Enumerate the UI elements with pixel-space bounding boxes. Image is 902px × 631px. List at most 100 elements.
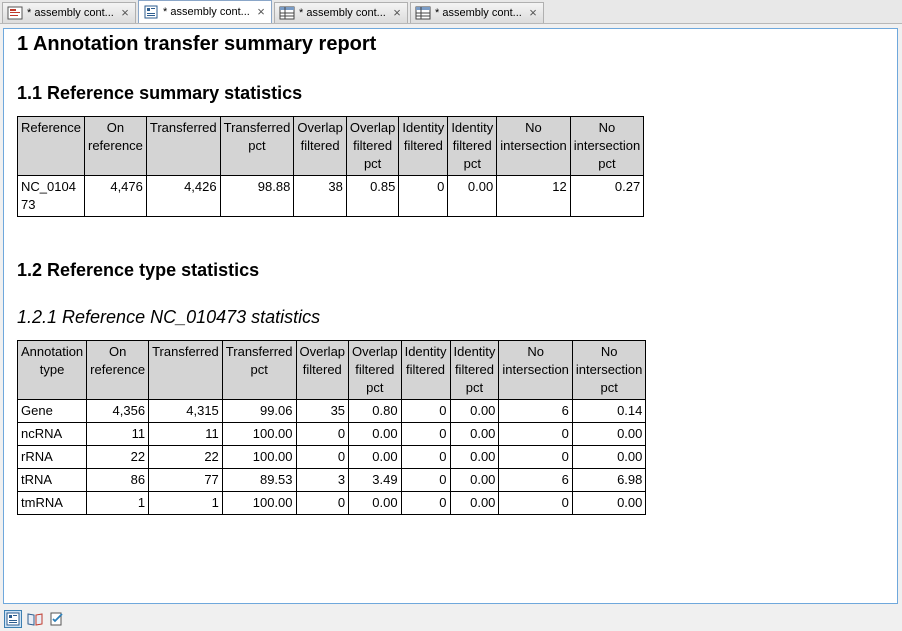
table-cell: 4,426 [145, 175, 221, 217]
table-icon [415, 6, 431, 20]
reference-summary-table: Reference On reference Transferred Transfer… [17, 116, 645, 217]
column-header: Transferred [145, 116, 221, 176]
table-row: Gene 4,356 4,315 99.06 35 0.80 0 0.00 6 0.14 [16, 399, 647, 423]
table-cell: 0.00 [571, 445, 647, 469]
tab-assembly-table-1[interactable]: * assembly cont... × [274, 2, 408, 23]
table-row: tRNA 86 77 89.53 3 3.49 0 0.00 6 6.98 [16, 468, 647, 492]
table-row: rRNA 22 22 100.00 0 0.00 0 0.00 0 0.00 [16, 445, 647, 469]
table-cell: 0.00 [449, 445, 500, 469]
column-header: Annotation type [16, 340, 88, 400]
reference-type-table: Annotation type On reference Transferred Tr… [16, 340, 647, 515]
report-view-icon[interactable] [4, 609, 22, 628]
table-cell: 89.53 [221, 468, 297, 492]
column-header: Identity filtered pct [449, 340, 500, 400]
table-cell: 77 [148, 468, 223, 492]
subsection-title-reference-statistics: 1.2.1 Reference NC_010473 statistics [17, 307, 321, 327]
document-icon [144, 5, 158, 19]
table-cell: tmRNA [16, 491, 88, 515]
table-cell: 0.00 [348, 445, 402, 469]
table-cell: 0.00 [571, 491, 647, 515]
table-cell: 0.14 [571, 399, 647, 423]
table-header-row: Annotation type On reference Transferred Tr… [16, 340, 647, 400]
table-row: tmRNA 1 1 100.00 0 0.00 0 0.00 0 0.00 [16, 491, 647, 515]
table-cell: 86 [86, 468, 150, 492]
table-cell: 0.00 [571, 422, 647, 446]
table-cell: 0 [295, 491, 350, 515]
tab-label: * assembly cont... [27, 7, 114, 19]
table-cell: 0.00 [348, 491, 402, 515]
column-header: Overlap filtered [295, 340, 350, 400]
table-cell: 3 [295, 468, 350, 492]
table-cell: 100.00 [221, 445, 297, 469]
table-cell: 0 [295, 445, 350, 469]
table-cell: 0.00 [449, 422, 500, 446]
table-cell: 0.85 [345, 175, 400, 217]
table-cell: 6 [498, 468, 573, 492]
table-cell: 22 [148, 445, 223, 469]
tab-label: * assembly cont... [163, 6, 250, 18]
column-header: No intersection pct [571, 340, 647, 400]
table-cell: 6 [498, 399, 573, 423]
table-cell: Gene [16, 399, 88, 423]
report-icon [7, 6, 23, 20]
book-icon[interactable] [27, 611, 43, 627]
table-cell: 38 [293, 175, 347, 217]
tab-assembly-report[interactable]: * assembly cont... × [2, 2, 136, 23]
close-icon[interactable]: × [257, 4, 265, 19]
table-cell: 4,356 [86, 399, 150, 423]
table-cell: 0 [400, 399, 451, 423]
table-row: NC_010473 4,476 4,426 98.88 38 0.85 0 0.00 12 0.2… [17, 175, 645, 217]
tab-label: * assembly cont... [435, 7, 522, 19]
column-header: On reference [83, 116, 147, 176]
table-cell: 0 [400, 422, 451, 446]
edit-checklist-icon[interactable] [49, 611, 65, 627]
table-cell: 0 [498, 422, 573, 446]
table-cell: 0 [295, 422, 350, 446]
table-cell: 11 [86, 422, 150, 446]
section-title-reference-summary: 1.1 Reference summary statistics [17, 83, 303, 103]
table-cell: tRNA [16, 468, 88, 492]
table-cell: 0.00 [449, 468, 500, 492]
table-cell: 35 [295, 399, 350, 423]
table-cell: 1 [148, 491, 223, 515]
table-cell: 0 [498, 491, 573, 515]
table-cell: 0.00 [449, 399, 500, 423]
close-icon[interactable]: × [393, 5, 401, 20]
close-icon[interactable]: × [529, 5, 537, 20]
column-header: Overlap filtered pct [345, 116, 400, 176]
table-cell: 0.80 [348, 399, 402, 423]
column-header: No intersection [498, 340, 573, 400]
table-cell: 0.00 [449, 491, 500, 515]
editor-tab-bar: * assembly cont... × * assembly cont... … [0, 0, 902, 24]
table-cell: 12 [496, 175, 571, 217]
tab-label: * assembly cont... [299, 7, 386, 19]
report-title: 1 Annotation transfer summary report [17, 33, 377, 55]
table-cell: rRNA [16, 445, 88, 469]
column-header: Identity filtered pct [447, 116, 498, 176]
column-header: Identity filtered [398, 116, 449, 176]
column-header: No intersection [496, 116, 571, 176]
report-panel[interactable]: 1 Annotation transfer summary report 1.1… [3, 28, 898, 604]
table-cell: 0 [400, 468, 451, 492]
view-mode-toolbar [0, 606, 902, 631]
table-cell: 0.27 [569, 175, 645, 217]
column-header: Transferred pct [221, 340, 297, 400]
close-icon[interactable]: × [121, 5, 129, 20]
tab-assembly-document[interactable]: * assembly cont... × [138, 0, 272, 23]
column-header: No intersection pct [569, 116, 645, 176]
table-cell: 3.49 [348, 468, 402, 492]
table-icon [279, 6, 295, 20]
table-cell: 100.00 [221, 422, 297, 446]
table-cell: 0.00 [348, 422, 402, 446]
table-cell: 0 [400, 445, 451, 469]
table-cell: 0 [398, 175, 449, 217]
section-title-reference-type: 1.2 Reference type statistics [17, 260, 260, 280]
table-cell: 0 [400, 491, 451, 515]
table-cell: NC_010473 [17, 175, 85, 217]
table-header-row: Reference On reference Transferred Transfer… [17, 116, 645, 176]
tab-assembly-table-2[interactable]: * assembly cont... × [410, 2, 544, 23]
table-cell: 99.06 [221, 399, 297, 423]
column-header: Overlap filtered [293, 116, 347, 176]
table-cell: 22 [86, 445, 150, 469]
table-cell: ncRNA [16, 422, 88, 446]
